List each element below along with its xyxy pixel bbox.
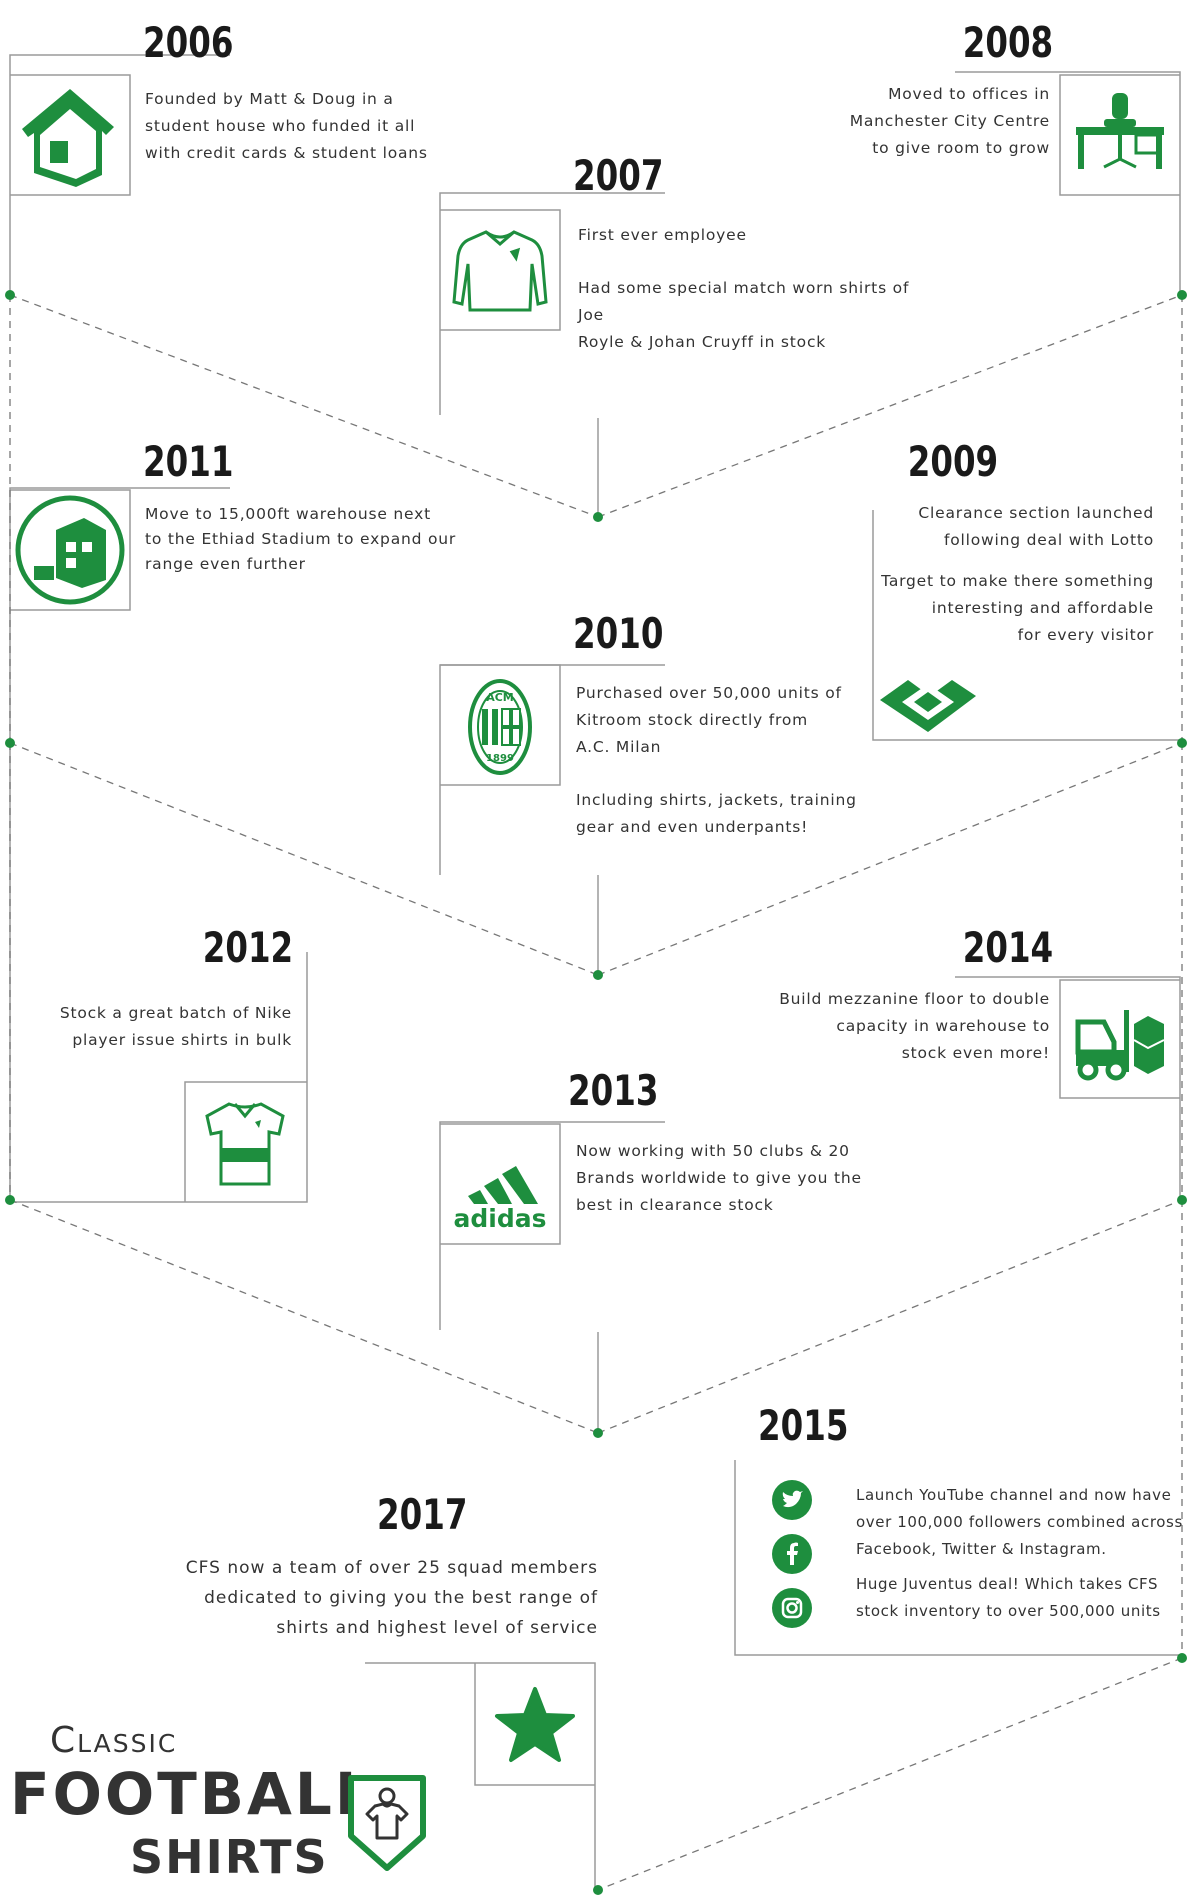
twitter-icon[interactable] [770, 1478, 814, 1522]
desc-line: Moved to offices in [888, 85, 1050, 103]
desc-line: Kitroom stock directly from [576, 711, 809, 729]
desc-line: stock inventory to over 500,000 units [856, 1602, 1161, 1620]
desc-line: student house who funded it all [145, 117, 416, 135]
desc-line: for every visitor [1017, 626, 1154, 644]
desc-line: Royle & Johan Cruyff in stock [578, 333, 827, 351]
desc-2009: Clearance section launched following deal… [824, 500, 1154, 649]
brand-line-3: Shirts [130, 1830, 329, 1884]
desc-line: interesting and affordable [931, 599, 1154, 617]
desc-2012: Stock a great batch of Nike player issue … [0, 1000, 292, 1054]
desc-line: Now working with 50 clubs & 20 [576, 1142, 850, 1160]
desc-line: Move to 15,000ft warehouse next [145, 505, 431, 523]
facebook-icon[interactable] [770, 1532, 814, 1576]
desc-line: shirts and highest level of service [276, 1618, 598, 1638]
adidas-logo-icon: adidas [440, 1124, 560, 1244]
year-2010: 2010 [573, 609, 664, 658]
desc-2006: Founded by Matt & Doug in a student house… [145, 86, 445, 167]
timeline-node [1177, 290, 1187, 300]
desc-line: A.C. Milan [576, 738, 662, 756]
desc-2013: Now working with 50 clubs & 20 Brands wor… [576, 1138, 916, 1219]
desc-2011: Move to 15,000ft warehouse next to the Et… [145, 502, 465, 577]
desc-line: Purchased over 50,000 units of [576, 684, 842, 702]
desc-line: following deal with Lotto [943, 531, 1154, 549]
desc-line: Facebook, Twitter & Instagram. [856, 1540, 1107, 1558]
desc-line: capacity in warehouse to [836, 1017, 1050, 1035]
desc-line: Clearance section launched [918, 504, 1154, 522]
desc-line: best in clearance stock [576, 1196, 774, 1214]
desc-line: dedicated to giving you the best range o… [204, 1588, 598, 1608]
desc-line: Build mezzanine floor to double [779, 990, 1050, 1008]
house-icon [10, 75, 130, 195]
year-2007: 2007 [573, 151, 664, 200]
timeline-node [5, 1195, 15, 1205]
desc-line: player issue shirts in bulk [72, 1031, 292, 1049]
desc-line: Founded by Matt & Doug in a [145, 90, 394, 108]
lotto-logo-icon [880, 660, 980, 740]
warehouse-icon [10, 490, 130, 610]
desc-2017: CFS now a team of over 25 squad members d… [158, 1553, 598, 1643]
desc-line: to give room to grow [872, 139, 1050, 157]
star-icon [475, 1665, 595, 1785]
desc-line: stock even more! [901, 1044, 1050, 1062]
timeline-node [1177, 738, 1187, 748]
desc-line: Target to make there something [881, 572, 1154, 590]
desc-2008: Moved to offices in Manchester City Centr… [750, 81, 1050, 162]
year-2014: 2014 [962, 923, 1053, 972]
svg-text:1899: 1899 [486, 753, 514, 764]
desc-line: CFS now a team of over 25 squad members [185, 1558, 598, 1578]
desc-line: Including shirts, jackets, training [576, 791, 857, 809]
timeline-node [593, 970, 603, 980]
ac-milan-crest-icon: ACM 1899 [440, 665, 560, 785]
year-2017: 2017 [377, 1490, 468, 1539]
desc-line: Stock a great batch of Nike [59, 1004, 292, 1022]
year-2012: 2012 [202, 923, 293, 972]
svg-text:ACM: ACM [486, 691, 514, 704]
desc-2010: Purchased over 50,000 units of Kitroom st… [576, 680, 916, 841]
timeline-node [1177, 1195, 1187, 1205]
desc-line: Manchester City Centre [849, 112, 1050, 130]
long-sleeve-shirt-icon [440, 210, 560, 330]
brand-line-1: Classic [50, 1720, 178, 1761]
desc-line: gear and even underpants! [576, 818, 809, 836]
desc-line: Launch YouTube channel and now have [856, 1486, 1172, 1504]
year-2013: 2013 [568, 1066, 659, 1115]
forklift-icon [1060, 980, 1180, 1100]
timeline-node [593, 512, 603, 522]
timeline-node [593, 1885, 603, 1895]
shirt-shield-icon [345, 1772, 429, 1872]
timeline-node [593, 1428, 603, 1438]
desc-2014: Build mezzanine floor to double capacity … [750, 986, 1050, 1067]
desc-line: range even further [145, 555, 306, 573]
desc-line: Huge Juventus deal! Which takes CFS [856, 1575, 1159, 1593]
brand-logo: Classic Football Shirts [10, 1720, 430, 1890]
desc-2015: Launch YouTube channel and now have over … [856, 1482, 1186, 1625]
timeline-node [1177, 1653, 1187, 1663]
timeline-node [5, 738, 15, 748]
desc-line: First ever employee [578, 226, 747, 244]
year-2006: 2006 [143, 18, 234, 67]
desc-line: over 100,000 followers combined across [856, 1513, 1183, 1531]
year-2011: 2011 [143, 437, 234, 486]
year-2008: 2008 [962, 18, 1053, 67]
desc-line: Had some special match worn shirts of Jo… [578, 279, 910, 324]
instagram-icon[interactable] [770, 1586, 814, 1630]
desc-line: with credit cards & student loans [145, 144, 428, 162]
desc-line: Brands worldwide to give you the [576, 1169, 862, 1187]
desc-2007: First ever employee Had some special mat… [578, 222, 938, 356]
brand-line-2: Football [10, 1760, 375, 1828]
desc-line: to the Ethiad Stadium to expand our [145, 530, 457, 548]
timeline-node [5, 290, 15, 300]
adidas-wordmark: adidas [454, 1204, 547, 1233]
polo-shirt-icon [185, 1082, 305, 1202]
year-2015: 2015 [758, 1401, 849, 1450]
year-2009: 2009 [907, 437, 998, 486]
office-desk-icon [1060, 75, 1180, 195]
